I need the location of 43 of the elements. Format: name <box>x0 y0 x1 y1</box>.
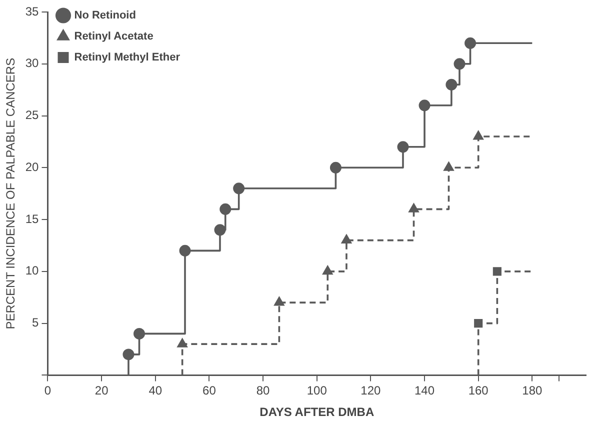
point <box>444 162 454 171</box>
point <box>418 100 430 112</box>
point <box>397 141 409 153</box>
y-tick-label: 20 <box>25 160 40 174</box>
point <box>408 203 419 212</box>
x-tick-label: 100 <box>306 384 328 398</box>
point <box>122 348 134 360</box>
x-axis-title: DAYS AFTER DMBA <box>260 405 374 420</box>
x-tick-label: 180 <box>522 384 543 398</box>
point <box>177 338 188 348</box>
legend-label: Retinyl Methyl Ether <box>74 52 181 64</box>
x-tick-label: 60 <box>202 384 216 398</box>
point <box>474 319 483 328</box>
x-tick-label: 0 <box>44 384 52 398</box>
legend-label: No Retinoid <box>74 10 136 22</box>
point <box>220 203 232 215</box>
point <box>446 78 458 90</box>
y-tick-label: 5 <box>32 316 40 330</box>
x-tick-label: 40 <box>148 384 162 398</box>
y-tick-label: 25 <box>25 108 40 122</box>
point <box>274 296 284 306</box>
x-tick-label: 120 <box>360 384 382 398</box>
point <box>214 224 226 236</box>
y-tick-label: 10 <box>25 264 40 278</box>
point <box>322 266 333 275</box>
x-tick-label: 160 <box>468 384 489 398</box>
y-tick-label: 15 <box>25 212 40 226</box>
point <box>454 58 466 70</box>
point <box>233 182 245 194</box>
point <box>492 267 502 276</box>
x-tick-label: 140 <box>414 384 435 398</box>
y-tick-label: 30 <box>25 56 40 70</box>
x-tick-label: 20 <box>94 384 109 398</box>
point <box>179 244 191 256</box>
y-tick-label: 35 <box>25 4 40 18</box>
y-axis-title: PERCENT INCIDENCE OF PALPABLE CANCERS <box>4 58 18 330</box>
point <box>464 37 476 49</box>
point <box>473 130 484 140</box>
point <box>330 162 342 174</box>
legend-label: Retinyl Acetate <box>74 30 154 43</box>
x-tick-label: 80 <box>256 384 270 398</box>
point <box>134 328 145 340</box>
point <box>341 234 352 244</box>
